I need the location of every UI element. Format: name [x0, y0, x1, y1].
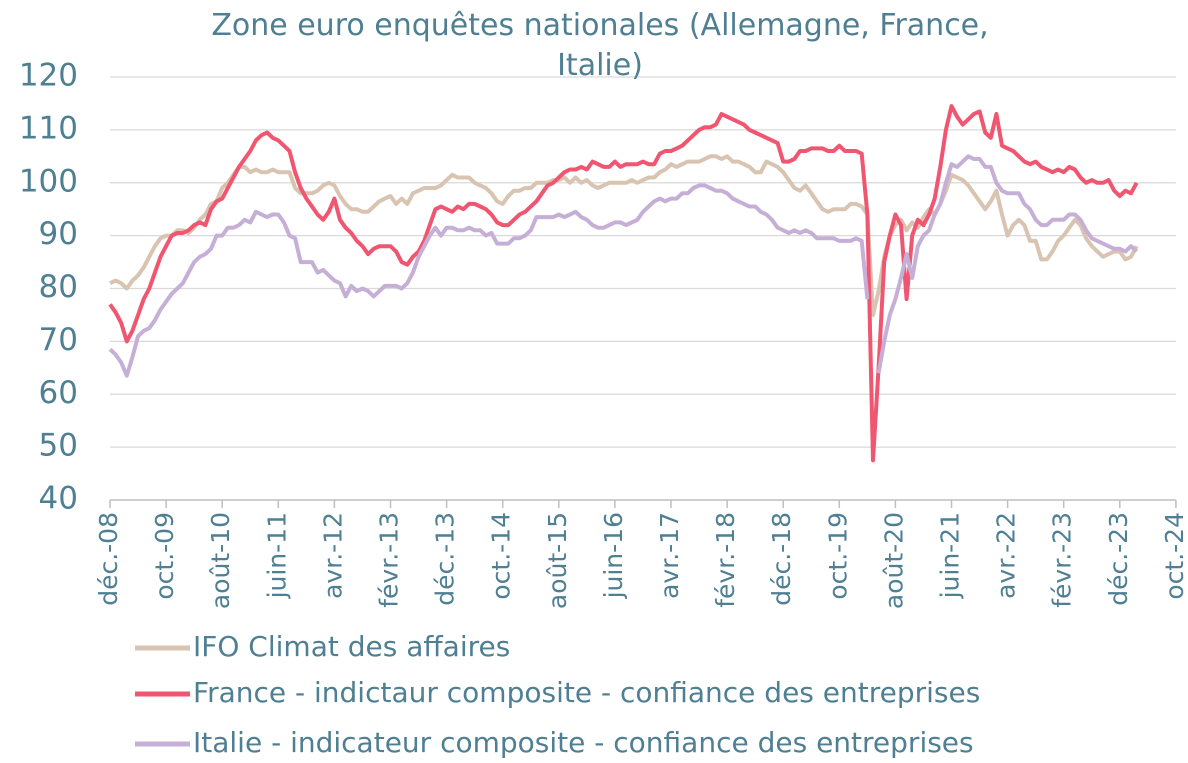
x-tick-label: avr.-17	[655, 512, 684, 599]
y-tick-label: 120	[19, 58, 78, 94]
y-tick-label: 50	[39, 428, 78, 464]
x-tick-label: juin-16	[599, 512, 628, 599]
x-tick-label: août-20	[879, 512, 908, 609]
x-tick-label: avr.-12	[318, 512, 347, 599]
x-tick-label: févr.-23	[1048, 512, 1077, 608]
x-tick-label: août-10	[206, 512, 235, 609]
x-tick-label: oct.-19	[823, 512, 852, 600]
x-tick-label: déc.-13	[431, 512, 460, 606]
series-line	[108, 104, 1139, 463]
x-tick-label: juin-11	[262, 512, 291, 599]
legend-label: France - indictaur composite - confiance…	[193, 676, 980, 709]
series-line	[109, 154, 1139, 317]
x-tick-label: avr.-22	[992, 512, 1021, 599]
x-tick-label: oct.-09	[150, 512, 179, 600]
x-tick-label: déc.-08	[94, 512, 123, 606]
x-tick-label: juin-21	[936, 512, 965, 599]
x-tick-label: août-15	[543, 512, 572, 609]
y-tick-label: 100	[19, 163, 78, 199]
legend-label: IFO Climat des affaires	[193, 630, 510, 663]
x-tick-label: déc.-18	[767, 512, 796, 606]
y-tick-label: 110	[19, 110, 78, 146]
y-tick-label: 90	[39, 216, 78, 252]
x-tick-label: févr.-13	[375, 512, 404, 608]
legend-label: Italie - indicateur composite - confianc…	[193, 726, 974, 759]
x-tick-label: oct.-24	[1160, 512, 1188, 600]
y-tick-label: 60	[39, 375, 78, 411]
y-tick-label: 70	[39, 322, 78, 358]
y-tick-label: 40	[39, 481, 78, 517]
y-tick-label: 80	[39, 269, 78, 305]
series-line	[108, 154, 1138, 378]
chart-title: Zone euro enquêtes nationales (Allemagne…	[211, 8, 989, 83]
x-tick-label: oct.-14	[487, 512, 516, 600]
x-tick-label: déc.-23	[1104, 512, 1133, 606]
x-tick-label: févr.-18	[711, 512, 740, 608]
